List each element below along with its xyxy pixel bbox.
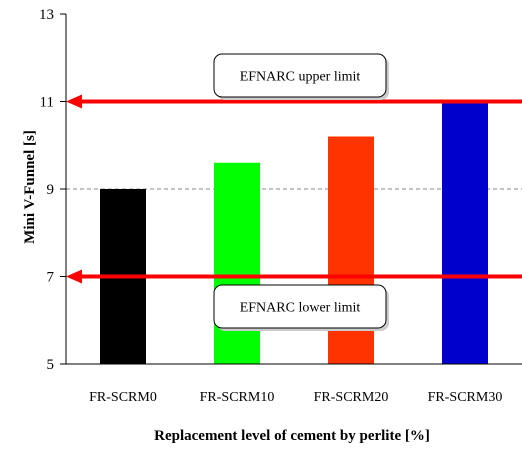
efnarc-upper-limit-arrowhead	[66, 94, 82, 109]
annotation-lower-box	[213, 284, 387, 329]
x-tick-label: FR-SCRM10	[200, 390, 275, 405]
y-tick-label: 7	[47, 270, 55, 286]
bar-fr-scrm10	[214, 162, 260, 364]
y-axis-label: Mini V-Funnel [s]	[22, 130, 38, 244]
x-axis-label: Replacement level of cement by perlite […	[154, 428, 430, 444]
bar-fr-scrm30	[442, 101, 488, 364]
efnarc-lower-limit-arrowhead	[66, 269, 82, 284]
x-tick-label: FR-SCRM20	[314, 390, 389, 405]
y-tick-label: 5	[47, 357, 55, 373]
x-tick-labels: FR-SCRM0 FR-SCRM10 FR-SCRM20 FR-SCRM30	[89, 390, 502, 405]
y-tick-labels: 5 7 9 11 13	[39, 7, 55, 373]
reference-lines	[66, 94, 522, 284]
annotation-upper-label: EFNARC upper limit	[240, 70, 361, 85]
y-tick-label: 11	[40, 95, 54, 111]
x-tick-label: FR-SCRM0	[89, 390, 157, 405]
x-tick-label: FR-SCRM30	[428, 390, 503, 405]
y-tick-label: 13	[39, 7, 54, 23]
annotation-lower-label: EFNARC lower limit	[240, 301, 361, 316]
axes	[60, 13, 522, 365]
annotation-upper-box	[213, 53, 387, 98]
y-tick-label: 9	[47, 182, 55, 198]
annotations: EFNARC upper limit EFNARC lower limit	[213, 53, 389, 331]
